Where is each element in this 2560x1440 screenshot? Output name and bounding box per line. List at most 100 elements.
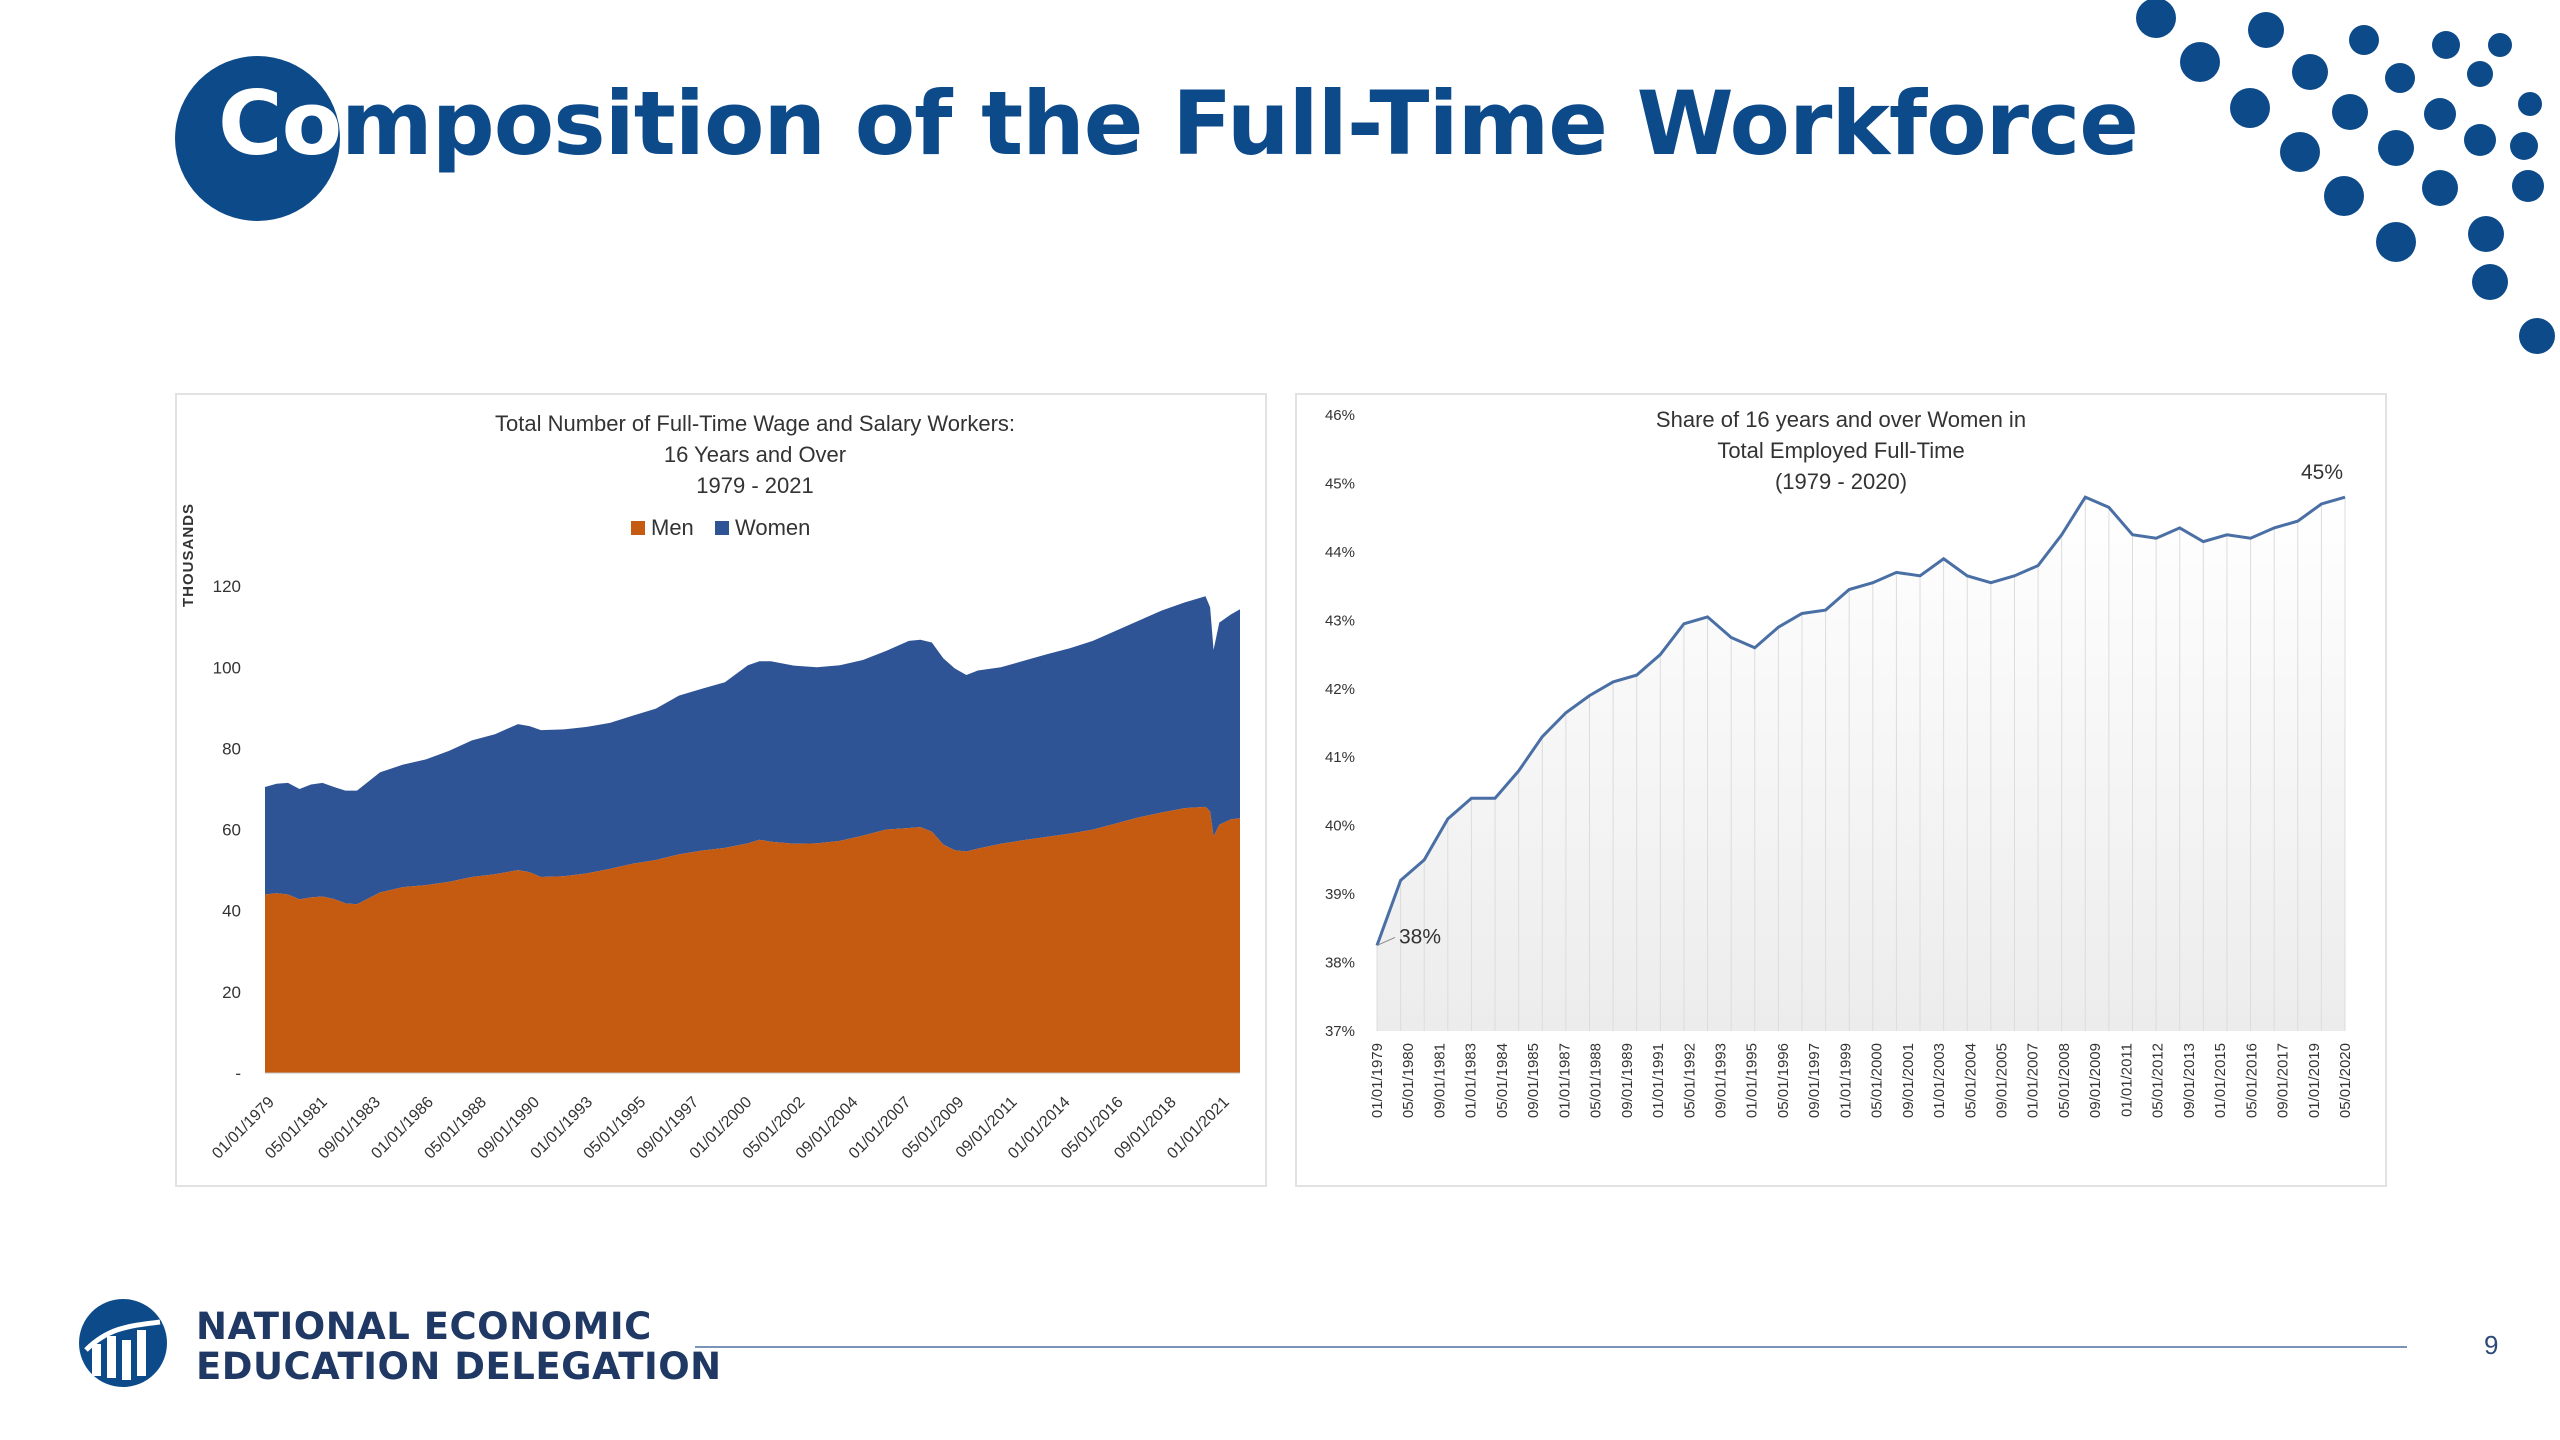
x-tick-label: 01/01/2003 bbox=[1931, 1043, 1948, 1118]
y-tick-label: 80 bbox=[222, 739, 241, 758]
decorative-dot bbox=[2248, 12, 2284, 48]
decorative-dot bbox=[2180, 42, 2220, 82]
chart-title-line: Share of 16 years and over Women in bbox=[1656, 407, 2026, 432]
x-tick-label: 05/01/2000 bbox=[1869, 1043, 1886, 1118]
x-tick-label: 01/01/1995 bbox=[1744, 1043, 1761, 1118]
slide-title-rest: mposition of the Full-Time Workforce bbox=[341, 72, 2139, 175]
x-tick-label: 09/01/2001 bbox=[1900, 1043, 1917, 1118]
decorative-dot bbox=[2136, 0, 2176, 38]
decorative-dot bbox=[2488, 33, 2512, 57]
x-tick-label: 01/01/2019 bbox=[2306, 1043, 2323, 1118]
decorative-dot bbox=[2349, 25, 2379, 55]
x-tick-label: 01/01/1991 bbox=[1650, 1043, 1667, 1118]
decorative-dot bbox=[2464, 124, 2496, 156]
y-tick-label: 39% bbox=[1325, 886, 1355, 903]
x-tick-label: 09/01/1985 bbox=[1525, 1043, 1542, 1118]
y-tick-label: 42% bbox=[1325, 681, 1355, 698]
footer-divider bbox=[695, 1346, 2407, 1348]
y-axis-label: THOUSANDS bbox=[180, 503, 197, 607]
decorative-dot bbox=[2468, 216, 2504, 252]
x-tick-label: 05/01/2020 bbox=[2337, 1043, 2354, 1118]
y-tick-label: 100 bbox=[213, 658, 241, 677]
decorative-dot bbox=[2385, 63, 2415, 93]
y-tick-label: 38% bbox=[1325, 955, 1355, 972]
y-tick-label: 43% bbox=[1325, 612, 1355, 629]
slide-title: Composition of the Full-Time Workforce bbox=[218, 72, 2139, 175]
plot-background-fill bbox=[1377, 497, 2345, 1032]
x-tick-label: 01/01/1983 bbox=[1463, 1043, 1480, 1118]
legend-label-men: Men bbox=[651, 515, 694, 540]
y-tick-label: 60 bbox=[222, 821, 241, 840]
annotation-label: 45% bbox=[2301, 461, 2343, 484]
x-tick-label: 05/01/1984 bbox=[1494, 1043, 1511, 1118]
chart-title-line: 16 Years and Over bbox=[664, 442, 846, 467]
needelegation-logo-icon bbox=[79, 1299, 167, 1387]
chart-title-line: (1979 - 2020) bbox=[1775, 469, 1907, 494]
annotation-label: 38% bbox=[1399, 925, 1441, 948]
decorative-dot bbox=[2519, 318, 2555, 354]
slide-title-lead: Co bbox=[218, 72, 342, 175]
x-tick-label: 05/01/2012 bbox=[2150, 1043, 2167, 1118]
decorative-dot bbox=[2510, 132, 2538, 160]
x-tick-label: 05/01/1980 bbox=[1400, 1043, 1417, 1118]
x-tick-label: 09/01/2017 bbox=[2275, 1043, 2292, 1118]
decorative-dot bbox=[2512, 170, 2544, 202]
y-tick-label: 40% bbox=[1325, 818, 1355, 835]
decorative-dot bbox=[2230, 88, 2270, 128]
x-tick-label: 09/01/2005 bbox=[1994, 1043, 2011, 1118]
legend-label-women: Women bbox=[735, 515, 810, 540]
decorative-dot bbox=[2324, 176, 2364, 216]
y-tick-label: 37% bbox=[1325, 1023, 1355, 1040]
decorative-dot bbox=[2332, 94, 2368, 130]
legend-swatch-men bbox=[631, 521, 645, 535]
x-tick-label: 09/01/1981 bbox=[1431, 1043, 1448, 1118]
decorative-dot bbox=[2472, 264, 2508, 300]
x-tick-label: 09/01/1993 bbox=[1712, 1043, 1729, 1118]
women-share-line-chart-panel: 37% 38% 39% 40% 41% 42% 43% 44% 45% 46% Share of 1… bbox=[1295, 393, 2387, 1187]
women-share-line-chart: 37% 38% 39% 40% 41% 42% 43% 44% 45% 46% Share of 1… bbox=[1325, 407, 2354, 1118]
decorative-dots-pattern bbox=[2136, 0, 2555, 354]
organization-name-line1: NATIONAL ECONOMIC bbox=[196, 1305, 652, 1348]
y-tick-label: - bbox=[235, 1064, 241, 1083]
x-tick-label: 09/01/2013 bbox=[2181, 1043, 2198, 1118]
y-tick-label: 40 bbox=[222, 902, 241, 921]
y-tick-label: 44% bbox=[1325, 544, 1355, 561]
decorative-dot bbox=[2376, 222, 2416, 262]
x-tick-label: 01/01/2015 bbox=[2212, 1043, 2229, 1118]
decorative-dot bbox=[2292, 54, 2328, 90]
x-tick-label: 05/01/2008 bbox=[2056, 1043, 2073, 1118]
decorative-dot bbox=[2280, 132, 2320, 172]
x-tick-label: 01/01/2011 bbox=[2118, 1043, 2135, 1117]
x-tick-label: 01/01/2007 bbox=[2025, 1043, 2042, 1118]
chart-title-line: Total Employed Full-Time bbox=[1717, 438, 1964, 463]
x-tick-label: 01/01/1979 bbox=[1369, 1043, 1386, 1118]
decorative-dot bbox=[2467, 61, 2493, 87]
workforce-area-chart-panel: Total Number of Full-Time Wage and Salar… bbox=[175, 393, 1267, 1187]
decorative-dot bbox=[2432, 31, 2460, 59]
organization-name: NATIONAL ECONOMIC EDUCATION DELEGATION bbox=[196, 1307, 722, 1387]
decorative-dot bbox=[2422, 170, 2458, 206]
page-number: 9 bbox=[2484, 1330, 2499, 1360]
women-share-line bbox=[1375, 495, 2346, 946]
y-tick-label: 41% bbox=[1325, 749, 1355, 766]
organization-name-line2: EDUCATION DELEGATION bbox=[196, 1345, 722, 1388]
decorative-dot bbox=[2518, 92, 2542, 116]
x-tick-label: 01/01/1999 bbox=[1837, 1043, 1854, 1118]
area-women bbox=[265, 596, 1240, 905]
area-men bbox=[265, 806, 1240, 1073]
title-accent-circle bbox=[175, 56, 340, 221]
x-tick-label: 05/01/1996 bbox=[1775, 1043, 1792, 1118]
decorative-dot bbox=[2378, 130, 2414, 166]
x-tick-label: 09/01/1989 bbox=[1619, 1043, 1636, 1118]
chart-title-line: Total Number of Full-Time Wage and Salar… bbox=[495, 411, 1015, 436]
x-tick-label: 05/01/1988 bbox=[1588, 1043, 1605, 1118]
x-tick-label: 05/01/1992 bbox=[1681, 1043, 1698, 1118]
workforce-area-chart: Total Number of Full-Time Wage and Salar… bbox=[180, 411, 1240, 1162]
x-tick-label: 05/01/2004 bbox=[1962, 1043, 1979, 1118]
x-tick-label: 09/01/2009 bbox=[2087, 1043, 2104, 1118]
x-tick-label: 01/01/1987 bbox=[1556, 1043, 1573, 1118]
decorative-dot bbox=[2424, 98, 2456, 130]
chart-title-line: 1979 - 2021 bbox=[696, 473, 813, 498]
x-tick-label: 09/01/1997 bbox=[1806, 1043, 1823, 1118]
y-tick-label: 46% bbox=[1325, 407, 1355, 424]
